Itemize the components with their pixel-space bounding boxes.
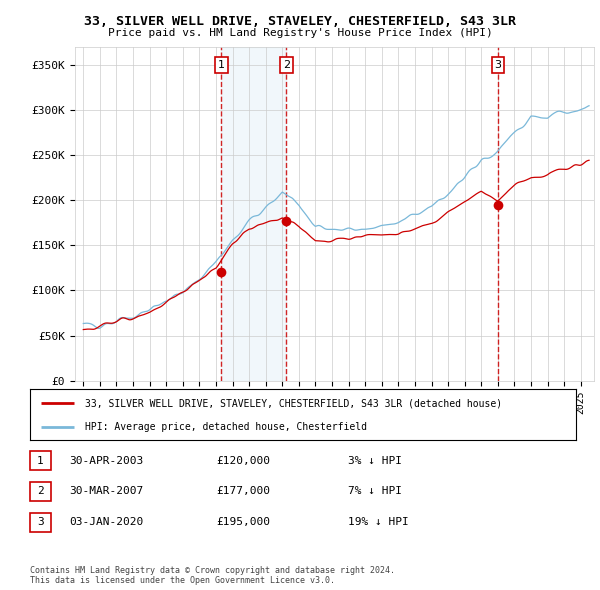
- Text: 3% ↓ HPI: 3% ↓ HPI: [348, 456, 402, 466]
- Text: £177,000: £177,000: [216, 487, 270, 496]
- Text: 7% ↓ HPI: 7% ↓ HPI: [348, 487, 402, 496]
- Text: 1: 1: [218, 60, 225, 70]
- Bar: [221, 47, 286, 381]
- Text: 1: 1: [37, 456, 44, 466]
- Text: 2: 2: [283, 60, 290, 70]
- Text: 30-MAR-2007: 30-MAR-2007: [69, 487, 143, 496]
- Text: 3: 3: [37, 517, 44, 527]
- Text: 30-APR-2003: 30-APR-2003: [69, 456, 143, 466]
- Text: 03-JAN-2020: 03-JAN-2020: [69, 517, 143, 527]
- Text: Contains HM Land Registry data © Crown copyright and database right 2024.
This d: Contains HM Land Registry data © Crown c…: [30, 566, 395, 585]
- Text: £120,000: £120,000: [216, 456, 270, 466]
- Text: 33, SILVER WELL DRIVE, STAVELEY, CHESTERFIELD, S43 3LR (detached house): 33, SILVER WELL DRIVE, STAVELEY, CHESTER…: [85, 398, 502, 408]
- Text: 2: 2: [37, 487, 44, 496]
- Text: Price paid vs. HM Land Registry's House Price Index (HPI): Price paid vs. HM Land Registry's House …: [107, 28, 493, 38]
- Text: 19% ↓ HPI: 19% ↓ HPI: [348, 517, 409, 527]
- Text: 3: 3: [494, 60, 502, 70]
- Text: £195,000: £195,000: [216, 517, 270, 527]
- Text: 33, SILVER WELL DRIVE, STAVELEY, CHESTERFIELD, S43 3LR: 33, SILVER WELL DRIVE, STAVELEY, CHESTER…: [84, 15, 516, 28]
- Text: HPI: Average price, detached house, Chesterfield: HPI: Average price, detached house, Ches…: [85, 422, 367, 432]
